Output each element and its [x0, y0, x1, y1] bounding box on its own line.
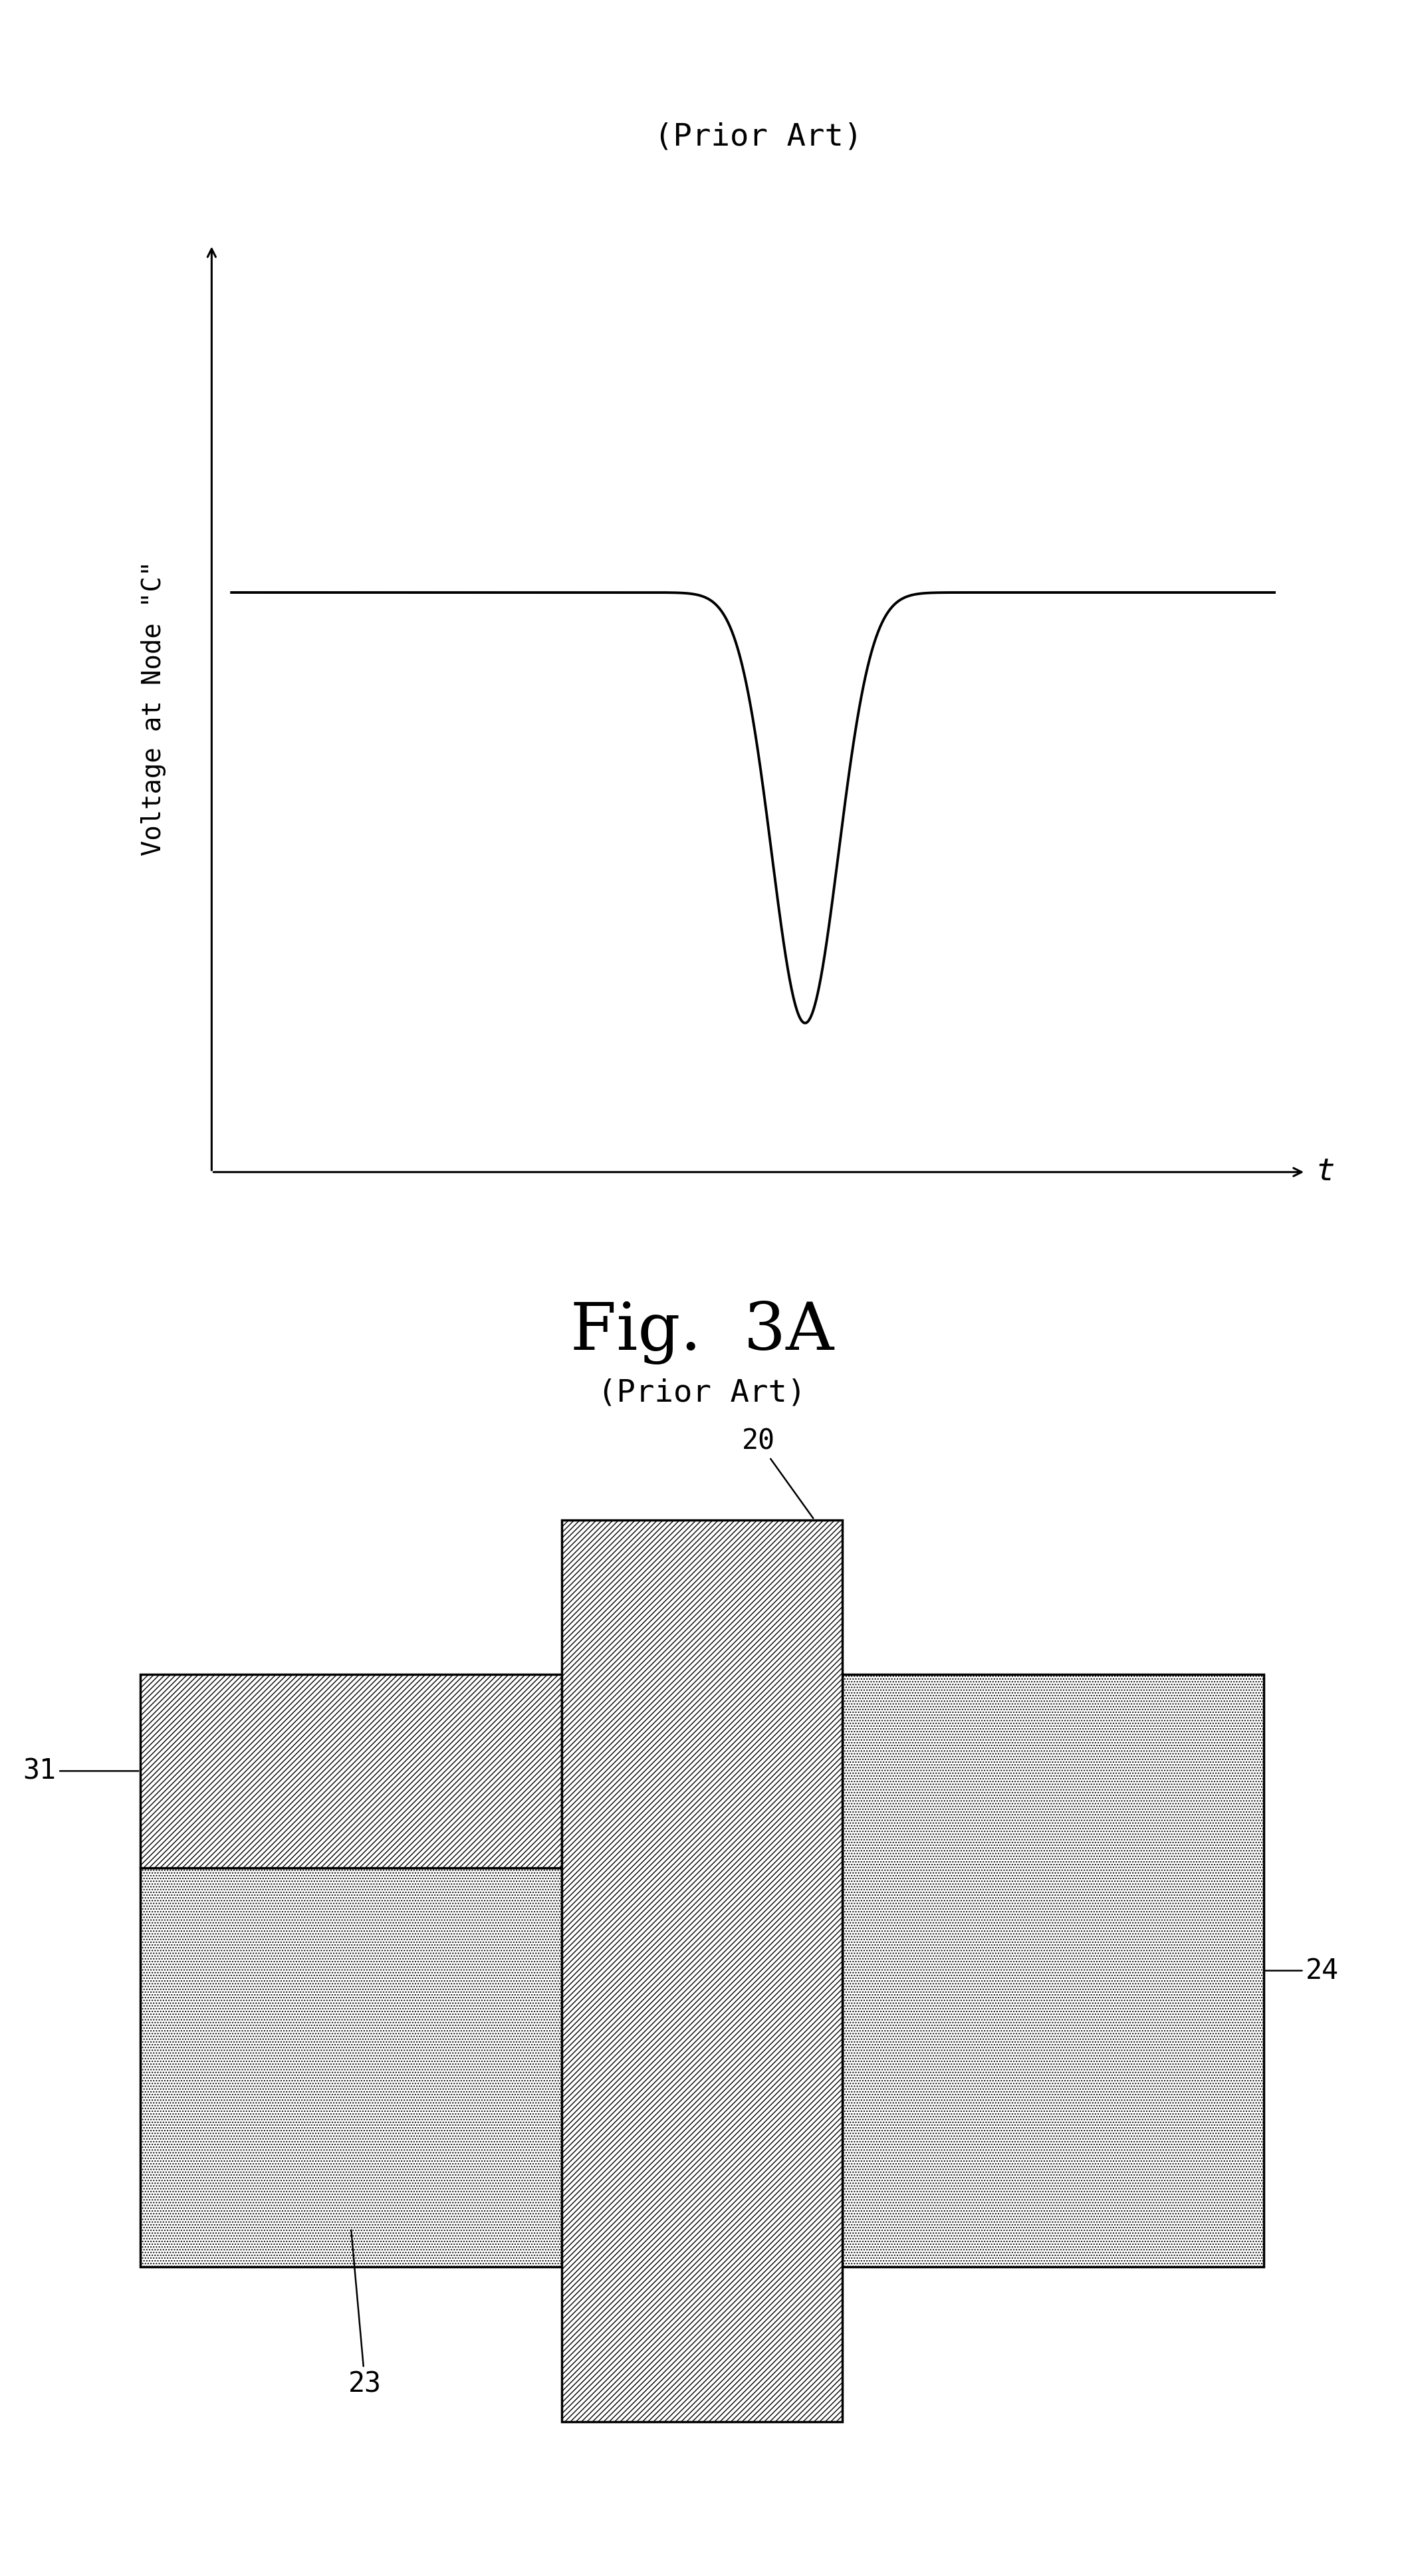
Text: (Prior Art): (Prior Art) [654, 121, 862, 152]
Text: t: t [1316, 1157, 1335, 1188]
Text: Voltage at Node "C": Voltage at Node "C" [140, 562, 166, 855]
Text: 23: 23 [348, 2231, 382, 2398]
Bar [140, 1674, 562, 1868]
Text: (Prior Art): (Prior Art) [598, 1378, 806, 1409]
Text: 20: 20 [741, 1427, 813, 1517]
Bar [842, 1674, 1264, 2267]
Bar [562, 1520, 842, 2421]
Text: 31: 31 [22, 1757, 139, 1785]
Text: 24: 24 [1265, 1958, 1339, 1984]
Bar [140, 1868, 562, 2267]
Text: Fig.  3A: Fig. 3A [570, 1301, 834, 1365]
